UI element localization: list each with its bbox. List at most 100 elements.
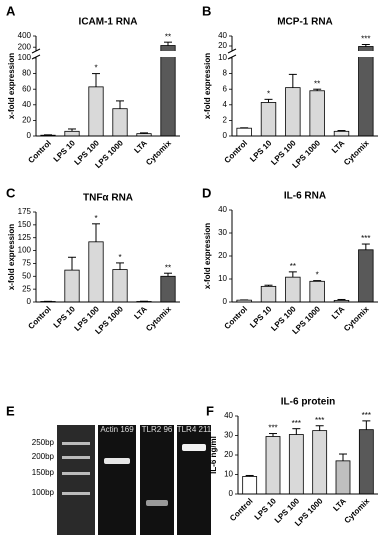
band <box>182 444 206 451</box>
y-tick-label: 80 <box>22 69 31 78</box>
chart-title: IL-6 RNA <box>284 191 326 202</box>
bar <box>242 476 258 495</box>
y-tick-label: 30 <box>218 228 227 237</box>
x-tick-label: Control <box>228 497 254 523</box>
y-tick-label: 20 <box>22 116 31 125</box>
panel-letter: C <box>6 185 16 200</box>
x-tick-label: LTA <box>331 496 348 513</box>
x-tick-label: LTA <box>330 138 347 155</box>
y-tick-label: 20 <box>218 41 227 50</box>
y-tick-label: 8 <box>223 69 228 78</box>
bar <box>335 460 351 495</box>
y-tick-label: 4 <box>223 100 228 109</box>
x-tick-label: Control <box>26 305 52 331</box>
bar <box>160 45 176 137</box>
ladder-band <box>62 442 90 445</box>
ladder-label: 250bp <box>32 438 55 447</box>
axis-break-gap <box>32 51 180 57</box>
bar <box>358 429 374 495</box>
bar <box>309 280 325 303</box>
lane-label: TLR4 211 <box>177 425 212 434</box>
y-axis-label: x-fold expression <box>7 224 16 290</box>
y-tick-label: 0 <box>27 297 32 306</box>
panel-letter: E <box>6 403 15 418</box>
y-tick-label: 0 <box>229 489 234 498</box>
significance: * <box>118 253 121 262</box>
bar <box>88 241 104 303</box>
y-axis-label: x-fold expression <box>203 223 212 289</box>
significance: *** <box>361 234 370 243</box>
bar <box>236 127 252 137</box>
x-tick-label: Cytomix <box>343 496 372 525</box>
y-tick-label: 400 <box>18 31 32 40</box>
bar <box>88 86 104 137</box>
x-tick-label: Cytomix <box>342 138 371 167</box>
bar <box>288 434 304 495</box>
y-axis-label: IL-6 ng/ml <box>209 436 218 474</box>
y-tick-label: 60 <box>22 84 31 93</box>
y-tick-label: 50 <box>22 271 31 280</box>
bar <box>358 46 374 137</box>
y-tick-label: 40 <box>224 411 233 420</box>
axis-break-gap <box>228 51 378 57</box>
x-tick-label: LTA <box>132 138 149 155</box>
bar <box>112 269 128 303</box>
x-tick-label: Control <box>223 139 249 165</box>
ladder-label: 150bp <box>32 468 55 477</box>
y-tick-label: 10 <box>224 470 233 479</box>
chart-title: IL-6 protein <box>281 397 335 408</box>
x-tick-label: LTA <box>330 304 347 321</box>
band <box>146 500 168 506</box>
y-tick-label: 25 <box>22 284 31 293</box>
significance: ** <box>314 79 320 88</box>
y-tick-label: 200 <box>18 42 32 51</box>
y-tick-label: 40 <box>218 31 227 40</box>
y-tick-label: 30 <box>224 431 233 440</box>
ladder-band <box>62 492 90 495</box>
significance: * <box>316 271 319 280</box>
break-mark <box>227 54 237 60</box>
bar <box>309 90 325 137</box>
y-axis-label: x-fold expression <box>7 53 16 119</box>
break-mark <box>227 48 237 54</box>
bar <box>260 285 277 303</box>
y-tick-label: 150 <box>18 220 32 229</box>
ladder-lane <box>57 425 95 535</box>
x-tick-label: Cytomix <box>144 304 173 333</box>
y-tick-label: 2 <box>223 116 228 125</box>
lane-label: TLR2 96 <box>142 425 173 434</box>
y-axis-label: x-fold expression <box>203 53 212 119</box>
significance: *** <box>362 411 371 420</box>
tlr4-lane <box>177 425 211 535</box>
y-tick-label: 40 <box>218 205 227 214</box>
x-tick-label: Cytomix <box>342 304 371 333</box>
y-tick-label: 10 <box>218 274 227 283</box>
y-tick-label: 20 <box>218 251 227 260</box>
significance: * <box>267 89 270 98</box>
significance: *** <box>361 35 370 44</box>
y-tick-label: 10 <box>218 53 227 62</box>
ladder-band <box>62 456 90 459</box>
ladder-label: 200bp <box>32 452 55 461</box>
bar <box>64 130 80 137</box>
x-tick-label: Control <box>223 305 249 331</box>
bar <box>64 269 80 303</box>
break-mark <box>31 48 41 54</box>
break-mark <box>31 54 41 60</box>
x-tick-label: Control <box>26 139 52 165</box>
x-tick-label: Cytomix <box>144 138 173 167</box>
y-tick-label: 0 <box>223 131 228 140</box>
bar <box>312 430 328 495</box>
x-tick-label: LTA <box>132 304 149 321</box>
tlr2-lane <box>140 425 174 535</box>
y-tick-label: 40 <box>22 100 31 109</box>
y-tick-label: 6 <box>223 84 228 93</box>
bar <box>358 249 374 303</box>
panel-letter: A <box>6 3 16 18</box>
y-tick-label: 100 <box>18 53 32 62</box>
panel-letter: F <box>206 403 214 418</box>
significance: ** <box>290 262 296 271</box>
ladder-band <box>62 472 90 475</box>
significance: *** <box>292 419 301 428</box>
